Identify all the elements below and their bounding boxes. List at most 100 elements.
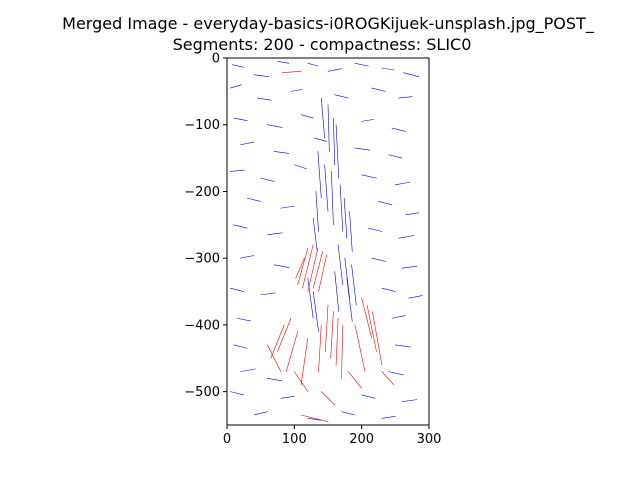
red-contour-segment-20 [267,344,282,372]
red-contour-segment-22 [347,371,362,389]
blue-contour-segment-61 [327,104,330,152]
blue-contour-segment-21 [314,137,327,142]
red-contour-segment-18 [285,331,299,372]
red-contour-segment-14 [372,311,383,366]
blue-contour-segment-47 [233,344,248,349]
blue-contour-segment-50 [267,377,283,382]
red-contour-segment-4 [312,251,323,289]
blue-contour-segment-10 [290,89,303,92]
red-contour-segment-15 [354,324,366,372]
blue-contour-segment-65 [324,164,329,212]
blue-contour-segment-13 [398,96,413,99]
red-contour-segment-10 [318,324,322,372]
blue-contour-segment-24 [230,169,245,172]
red-contour-segment-7 [325,304,329,352]
chart-title-line-1: Merged Image - everyday-basics-i0ROGKiju… [62,14,595,34]
blue-contour-segment-28 [395,181,411,186]
plot-data-layer [230,61,423,422]
blue-contour-segment-48 [395,344,411,348]
blue-contour-segment-55 [401,399,418,402]
y-tick-label: −300 [184,252,220,267]
blue-contour-segment-8 [230,84,243,89]
x-tick-label: 200 [349,432,374,447]
blue-contour-segment-60 [320,97,325,139]
plot-frame [226,57,430,426]
blue-contour-segment-35 [368,227,383,232]
blue-contour-segment-6 [381,67,395,71]
blue-contour-segment-5 [354,63,369,67]
blue-contour-segment-4 [327,68,342,72]
blue-contour-segment-49 [240,368,256,372]
y-tick-label: 0 [212,52,220,67]
blue-contour-segment-53 [280,396,295,399]
blue-contour-segment-77 [307,277,314,319]
red-contour-segment-19 [300,337,309,386]
blue-contour-segment-44 [408,295,423,299]
red-contour-segment-17 [270,324,285,359]
red-contour-segment-12 [361,297,373,339]
blue-contour-segment-2 [277,61,290,64]
blue-contour-segment-32 [405,212,420,216]
x-tick-label: 100 [282,432,307,447]
blue-contour-segment-63 [335,124,340,179]
blue-contour-segment-42 [260,292,276,296]
blue-contour-segment-70 [349,211,353,252]
blue-contour-segment-23 [388,154,403,159]
blue-contour-segment-66 [331,171,334,226]
y-tick-label: −500 [184,385,220,400]
blue-contour-segment-62 [333,117,336,166]
red-contour-segment-16 [277,317,292,352]
blue-contour-segment-22 [354,147,371,151]
blue-contour-segment-0 [232,64,245,68]
red-contour-segment-5 [318,254,327,292]
blue-contour-segment-33 [233,224,248,229]
blue-contour-segment-39 [371,257,387,262]
red-contour-segment-9 [335,317,339,366]
blue-contour-segment-76 [346,277,353,322]
y-tick-label: −200 [184,185,220,200]
red-contour-segment-8 [330,311,334,359]
blue-contour-segment-7 [403,72,420,77]
blue-contour-segment-40 [401,265,418,269]
blue-contour-segment-38 [273,264,290,268]
red-contour-segment-1 [297,247,309,286]
red-contour-segment-13 [366,304,377,352]
blue-contour-segment-25 [260,177,275,182]
blue-contour-segment-59 [381,416,396,419]
blue-contour-segment-71 [312,217,318,252]
blue-contour-segment-20 [273,151,290,154]
red-contour-segment-6 [295,257,305,279]
red-contour-segment-24 [320,391,336,406]
blue-contour-segment-18 [391,127,406,132]
blue-contour-segment-15 [267,124,283,128]
blue-contour-segment-11 [334,94,349,99]
blue-contour-segment-51 [388,371,404,376]
blue-contour-segment-41 [230,287,245,292]
blue-contour-segment-36 [398,235,415,239]
red-contour-segment-3 [307,247,319,292]
red-contour-segment-23 [381,371,395,386]
x-tick-label: 0 [223,432,231,447]
red-contour-segment-25 [300,414,329,422]
red-contour-segment-0 [281,71,302,73]
blue-contour-segment-45 [236,317,251,322]
x-axis-ticks: 0 100 200 300 [223,425,442,447]
chart-title-line-2: Segments: 200 - compactness: SLIC0 [173,35,472,54]
blue-contour-segment-58 [341,411,356,416]
blue-contour-segment-9 [256,97,272,101]
red-contour-segment-21 [294,371,309,392]
x-tick-label: 300 [417,432,442,447]
blue-contour-segment-19 [240,141,255,146]
red-contour-segment-11 [341,324,344,379]
blue-contour-segment-12 [371,87,386,92]
blue-contour-segment-27 [361,174,377,179]
blue-contour-segment-69 [343,197,348,239]
blue-contour-segment-1 [253,74,270,77]
blue-contour-segment-68 [315,191,319,232]
blue-contour-segment-74 [351,264,357,306]
y-tick-label: −400 [184,318,220,333]
blue-contour-segment-31 [378,201,393,206]
blue-contour-segment-26 [294,164,307,170]
